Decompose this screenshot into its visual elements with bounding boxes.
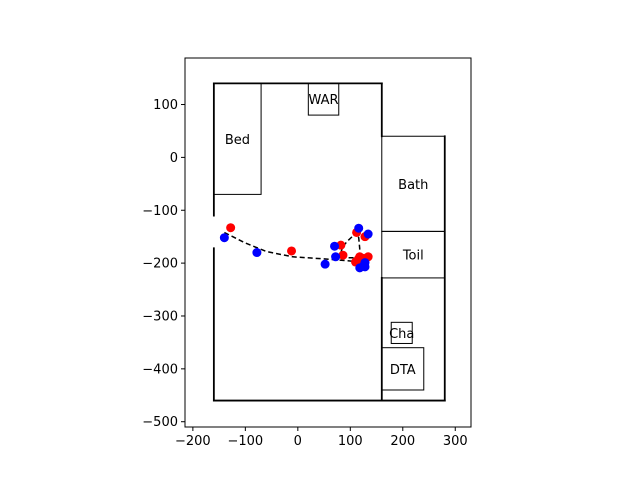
- trajectory-layer: [224, 231, 363, 263]
- y-tick-label: −200: [142, 257, 178, 272]
- room-label: Bed: [225, 133, 250, 148]
- y-tick-label: −100: [142, 204, 178, 219]
- blue-point: [252, 248, 262, 258]
- axes-frame: [184, 57, 472, 428]
- y-tick-label: −300: [142, 309, 178, 324]
- blue-point: [331, 252, 341, 262]
- room-box: [307, 82, 340, 116]
- blue-point: [354, 223, 364, 233]
- room-box: [381, 347, 425, 391]
- blue-point: [360, 262, 370, 272]
- blue-point: [320, 259, 330, 269]
- room-box: [381, 230, 446, 279]
- trajectory-dashed-line: [224, 231, 363, 263]
- room-label: DTA: [390, 363, 416, 378]
- x-tick-label: 300: [443, 434, 468, 449]
- room-label: Bath: [398, 178, 428, 193]
- room-box: [390, 321, 413, 344]
- red-point: [287, 246, 297, 256]
- room-label: WAR: [309, 93, 339, 108]
- y-tick-label: −500: [142, 415, 178, 430]
- y-tick-label: 0: [170, 151, 178, 166]
- x-tick-label: 200: [390, 434, 415, 449]
- blue-point: [330, 241, 340, 251]
- room-label: Cha: [389, 327, 414, 342]
- room-label: Toil: [402, 249, 424, 264]
- x-tick-label: −100: [227, 434, 263, 449]
- x-tick-label: −200: [175, 434, 211, 449]
- scatter-points: [219, 223, 373, 273]
- blue-point: [219, 233, 229, 243]
- y-axis: 100 0 −100 −200 −300 −400 −500: [142, 98, 185, 430]
- y-tick-label: −400: [142, 362, 178, 377]
- red-point: [338, 250, 348, 260]
- x-axis: −200 −100 0 100 200 300: [175, 427, 468, 449]
- y-tick-label: 100: [153, 98, 178, 113]
- room-box: [213, 82, 262, 195]
- red-point: [226, 223, 236, 233]
- x-tick-label: 100: [338, 434, 363, 449]
- blue-point: [363, 229, 373, 239]
- x-tick-label: 0: [294, 434, 302, 449]
- floorplan-rooms: Bed WAR Bath Toil Cha DTA: [213, 82, 446, 391]
